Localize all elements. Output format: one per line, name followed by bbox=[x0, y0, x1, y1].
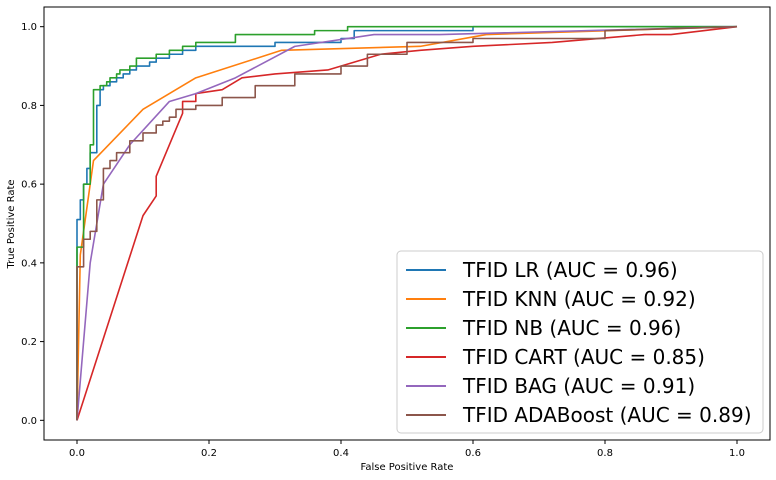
x-axis-label: False Positive Rate bbox=[361, 462, 454, 473]
x-tick-label: 1.0 bbox=[729, 448, 745, 459]
legend-items: TFID LR (AUC = 0.96) TFID KNN (AUC = 0.92… bbox=[406, 258, 752, 427]
x-tick-label: 0.6 bbox=[465, 448, 481, 459]
legend-label-1: TFID LR (AUC = 0.96) bbox=[462, 258, 678, 282]
x-tick-label: 0.0 bbox=[69, 448, 85, 459]
roc-curve-4 bbox=[76, 25, 738, 421]
roc-curve-5 bbox=[76, 25, 738, 421]
y-tick-label: 1.0 bbox=[21, 22, 37, 33]
legend-label-3: TFID NB (AUC = 0.96) bbox=[462, 316, 681, 340]
roc-curve-3 bbox=[76, 25, 737, 421]
series-layer bbox=[76, 25, 738, 421]
y-tick-label: 0.4 bbox=[21, 258, 37, 269]
x-tick-label: 0.4 bbox=[333, 448, 349, 459]
x-tick-label: 0.8 bbox=[597, 448, 613, 459]
ticks-layer: 0.0 0.2 0.4 0.6 0.8 1.0 0.0 0.2 0.4 0.6 0.8 1.0 bbox=[21, 22, 745, 459]
x-tick-label: 0.2 bbox=[201, 448, 217, 459]
y-tick-label: 0.6 bbox=[21, 180, 37, 191]
y-tick-label: 0.2 bbox=[21, 337, 37, 348]
roc-curve-1 bbox=[76, 25, 737, 421]
legend-label-5: TFID BAG (AUC = 0.91) bbox=[462, 374, 695, 398]
legend-label-6: TFID ADABoost (AUC = 0.89) bbox=[462, 403, 752, 427]
roc-curve-6 bbox=[76, 25, 738, 421]
roc-curve-2 bbox=[76, 25, 738, 421]
y-tick-label: 0.8 bbox=[21, 101, 37, 112]
legend-label-4: TFID CART (AUC = 0.85) bbox=[462, 345, 705, 369]
y-axis-label: True Positive Rate bbox=[6, 179, 17, 269]
legend-box bbox=[396, 250, 764, 434]
legend: TFID LR (AUC = 0.96) TFID KNN (AUC = 0.92… bbox=[396, 250, 764, 434]
legend-label-2: TFID KNN (AUC = 0.92) bbox=[462, 287, 696, 311]
y-tick-label: 0.0 bbox=[21, 416, 37, 427]
